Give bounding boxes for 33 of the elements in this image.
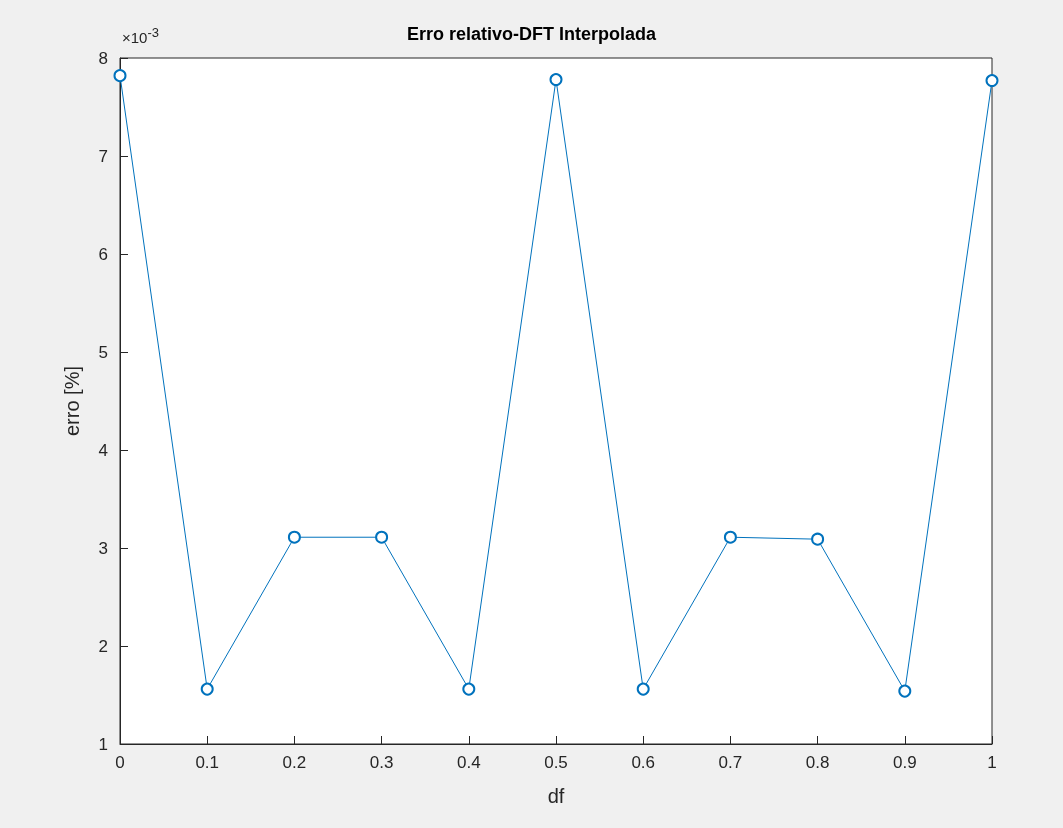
chart-title: Erro relativo-DFT Interpolada: [406, 24, 657, 44]
point: [113, 69, 127, 83]
point: [200, 682, 214, 696]
y-tick-label: 5: [98, 342, 108, 362]
x-axis-title: df: [547, 785, 565, 807]
x-tick-label: 0.7: [718, 753, 743, 772]
x-tick-label: 0.3: [369, 753, 394, 772]
y-tick-label: 2: [98, 636, 108, 656]
point: [811, 532, 825, 546]
x-tick-label: 0.6: [631, 753, 656, 772]
point: [375, 530, 389, 544]
point: [898, 684, 912, 698]
y-tick-label: 7: [98, 146, 108, 166]
point: [636, 682, 650, 696]
y-axis-title: erro [%]: [61, 365, 83, 437]
x-tick-label: 0.5: [544, 753, 568, 772]
x-tick-label: 0.8: [805, 753, 830, 772]
point: [287, 530, 301, 544]
y-tick-label: 6: [98, 244, 108, 264]
x-tick-label: 0.9: [892, 753, 917, 772]
y-tick-label: 4: [98, 440, 108, 460]
y-tick-label: 1: [98, 734, 108, 754]
x-tick-label: 0.1: [195, 753, 220, 772]
point: [723, 530, 737, 544]
y-tick-label: 8: [98, 48, 108, 68]
point: [549, 73, 563, 87]
y-tick-label: 3: [98, 538, 108, 558]
x-tick-label: 1: [987, 753, 997, 772]
x-tick-label: 0: [115, 753, 125, 772]
point: [462, 682, 476, 696]
point: [985, 74, 999, 88]
x-tick-label: 0.2: [282, 753, 307, 772]
x-tick-label: 0.4: [456, 753, 481, 772]
